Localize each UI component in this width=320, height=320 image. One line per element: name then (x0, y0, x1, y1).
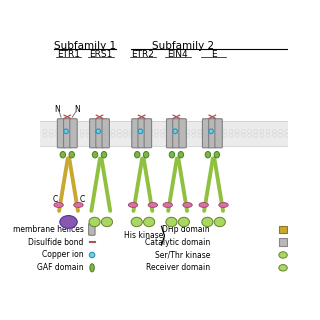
Ellipse shape (101, 217, 113, 227)
Ellipse shape (60, 151, 66, 158)
Text: ERS1: ERS1 (89, 50, 112, 59)
FancyBboxPatch shape (102, 119, 109, 148)
FancyBboxPatch shape (90, 119, 97, 148)
FancyBboxPatch shape (209, 119, 216, 148)
FancyBboxPatch shape (64, 119, 71, 148)
Ellipse shape (219, 203, 228, 207)
Ellipse shape (214, 217, 225, 227)
Text: GAF domain: GAF domain (37, 263, 84, 272)
Ellipse shape (89, 252, 95, 258)
Ellipse shape (96, 129, 100, 134)
Text: C: C (52, 195, 58, 204)
FancyBboxPatch shape (96, 119, 103, 148)
Ellipse shape (89, 217, 100, 227)
Ellipse shape (209, 129, 213, 134)
Text: ETR2: ETR2 (132, 50, 154, 59)
Ellipse shape (134, 151, 140, 158)
Ellipse shape (138, 129, 143, 134)
Ellipse shape (144, 217, 155, 227)
Ellipse shape (148, 203, 157, 207)
Text: His kinase: His kinase (124, 231, 164, 240)
Text: EIN4: EIN4 (167, 50, 188, 59)
Ellipse shape (74, 203, 83, 207)
FancyBboxPatch shape (215, 119, 222, 148)
FancyBboxPatch shape (166, 119, 174, 148)
FancyBboxPatch shape (144, 119, 152, 148)
Ellipse shape (60, 216, 77, 228)
Text: DHp domain: DHp domain (162, 225, 210, 234)
FancyBboxPatch shape (179, 119, 186, 148)
Text: N: N (54, 105, 60, 114)
Text: Receiver domain: Receiver domain (146, 263, 210, 272)
FancyBboxPatch shape (173, 119, 180, 148)
Text: Catalytic domain: Catalytic domain (145, 238, 210, 247)
Ellipse shape (54, 203, 63, 207)
Ellipse shape (101, 151, 107, 158)
Ellipse shape (183, 203, 192, 207)
Text: membrane helices: membrane helices (12, 225, 84, 234)
Ellipse shape (163, 203, 172, 207)
Text: N: N (74, 105, 80, 114)
Ellipse shape (166, 217, 177, 227)
Bar (40, 121, 288, 146)
Text: ETR1: ETR1 (57, 50, 80, 59)
Text: Subfamily 2: Subfamily 2 (152, 41, 214, 51)
Ellipse shape (92, 151, 98, 158)
FancyBboxPatch shape (279, 238, 287, 246)
Ellipse shape (279, 265, 287, 271)
Ellipse shape (202, 217, 213, 227)
Text: C: C (79, 195, 84, 204)
Ellipse shape (64, 129, 68, 134)
FancyBboxPatch shape (89, 223, 95, 235)
Ellipse shape (169, 151, 175, 158)
Ellipse shape (199, 203, 208, 207)
Ellipse shape (143, 151, 149, 158)
FancyBboxPatch shape (279, 226, 287, 233)
FancyBboxPatch shape (70, 119, 77, 148)
Text: Disulfide bond: Disulfide bond (28, 238, 84, 247)
Text: Copper ion: Copper ion (42, 251, 84, 260)
FancyBboxPatch shape (57, 119, 65, 148)
FancyBboxPatch shape (138, 119, 145, 148)
Ellipse shape (131, 217, 142, 227)
Ellipse shape (128, 203, 138, 207)
Ellipse shape (214, 151, 220, 158)
Ellipse shape (173, 129, 177, 134)
Ellipse shape (178, 217, 189, 227)
FancyBboxPatch shape (132, 119, 139, 148)
Text: E: E (211, 50, 216, 59)
Ellipse shape (90, 264, 94, 272)
Ellipse shape (178, 151, 184, 158)
FancyBboxPatch shape (203, 119, 210, 148)
Ellipse shape (69, 151, 75, 158)
Ellipse shape (279, 252, 287, 258)
Text: Ser/Thr kinase: Ser/Thr kinase (155, 251, 210, 260)
Text: Subfamily 1: Subfamily 1 (53, 41, 116, 51)
Ellipse shape (205, 151, 211, 158)
